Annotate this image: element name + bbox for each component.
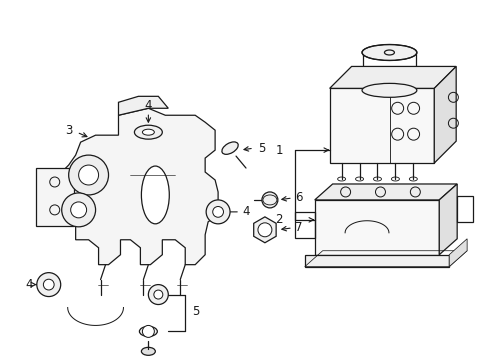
Polygon shape [329, 88, 433, 163]
Text: 4: 4 [25, 278, 33, 291]
Text: 4: 4 [242, 205, 249, 219]
Polygon shape [433, 67, 455, 163]
Ellipse shape [141, 166, 169, 224]
Text: 7: 7 [294, 221, 302, 234]
Polygon shape [329, 67, 455, 88]
Circle shape [37, 273, 61, 297]
Circle shape [154, 290, 163, 299]
Text: 5: 5 [192, 305, 199, 318]
Polygon shape [314, 200, 438, 255]
Circle shape [68, 155, 108, 195]
Text: 2: 2 [275, 213, 282, 226]
Ellipse shape [361, 45, 416, 60]
Text: 5: 5 [258, 141, 265, 155]
Ellipse shape [142, 129, 154, 135]
Polygon shape [59, 108, 218, 265]
Circle shape [148, 285, 168, 305]
Circle shape [71, 202, 86, 218]
Polygon shape [438, 184, 456, 255]
Ellipse shape [134, 125, 162, 139]
Circle shape [142, 325, 154, 337]
Ellipse shape [361, 84, 416, 97]
Text: 4: 4 [144, 99, 152, 112]
Circle shape [262, 192, 277, 208]
Polygon shape [118, 96, 168, 115]
Circle shape [43, 279, 54, 290]
Circle shape [79, 165, 99, 185]
Ellipse shape [222, 142, 238, 154]
Circle shape [212, 207, 223, 217]
Ellipse shape [139, 327, 157, 336]
Polygon shape [36, 168, 74, 226]
Text: 3: 3 [65, 124, 72, 137]
Polygon shape [314, 184, 456, 200]
Circle shape [258, 223, 271, 237]
Polygon shape [304, 255, 448, 267]
Text: 6: 6 [294, 192, 302, 204]
Circle shape [206, 200, 229, 224]
Polygon shape [253, 217, 276, 243]
Polygon shape [448, 239, 466, 267]
Text: 1: 1 [275, 144, 282, 157]
Circle shape [61, 193, 95, 227]
Ellipse shape [141, 347, 155, 355]
